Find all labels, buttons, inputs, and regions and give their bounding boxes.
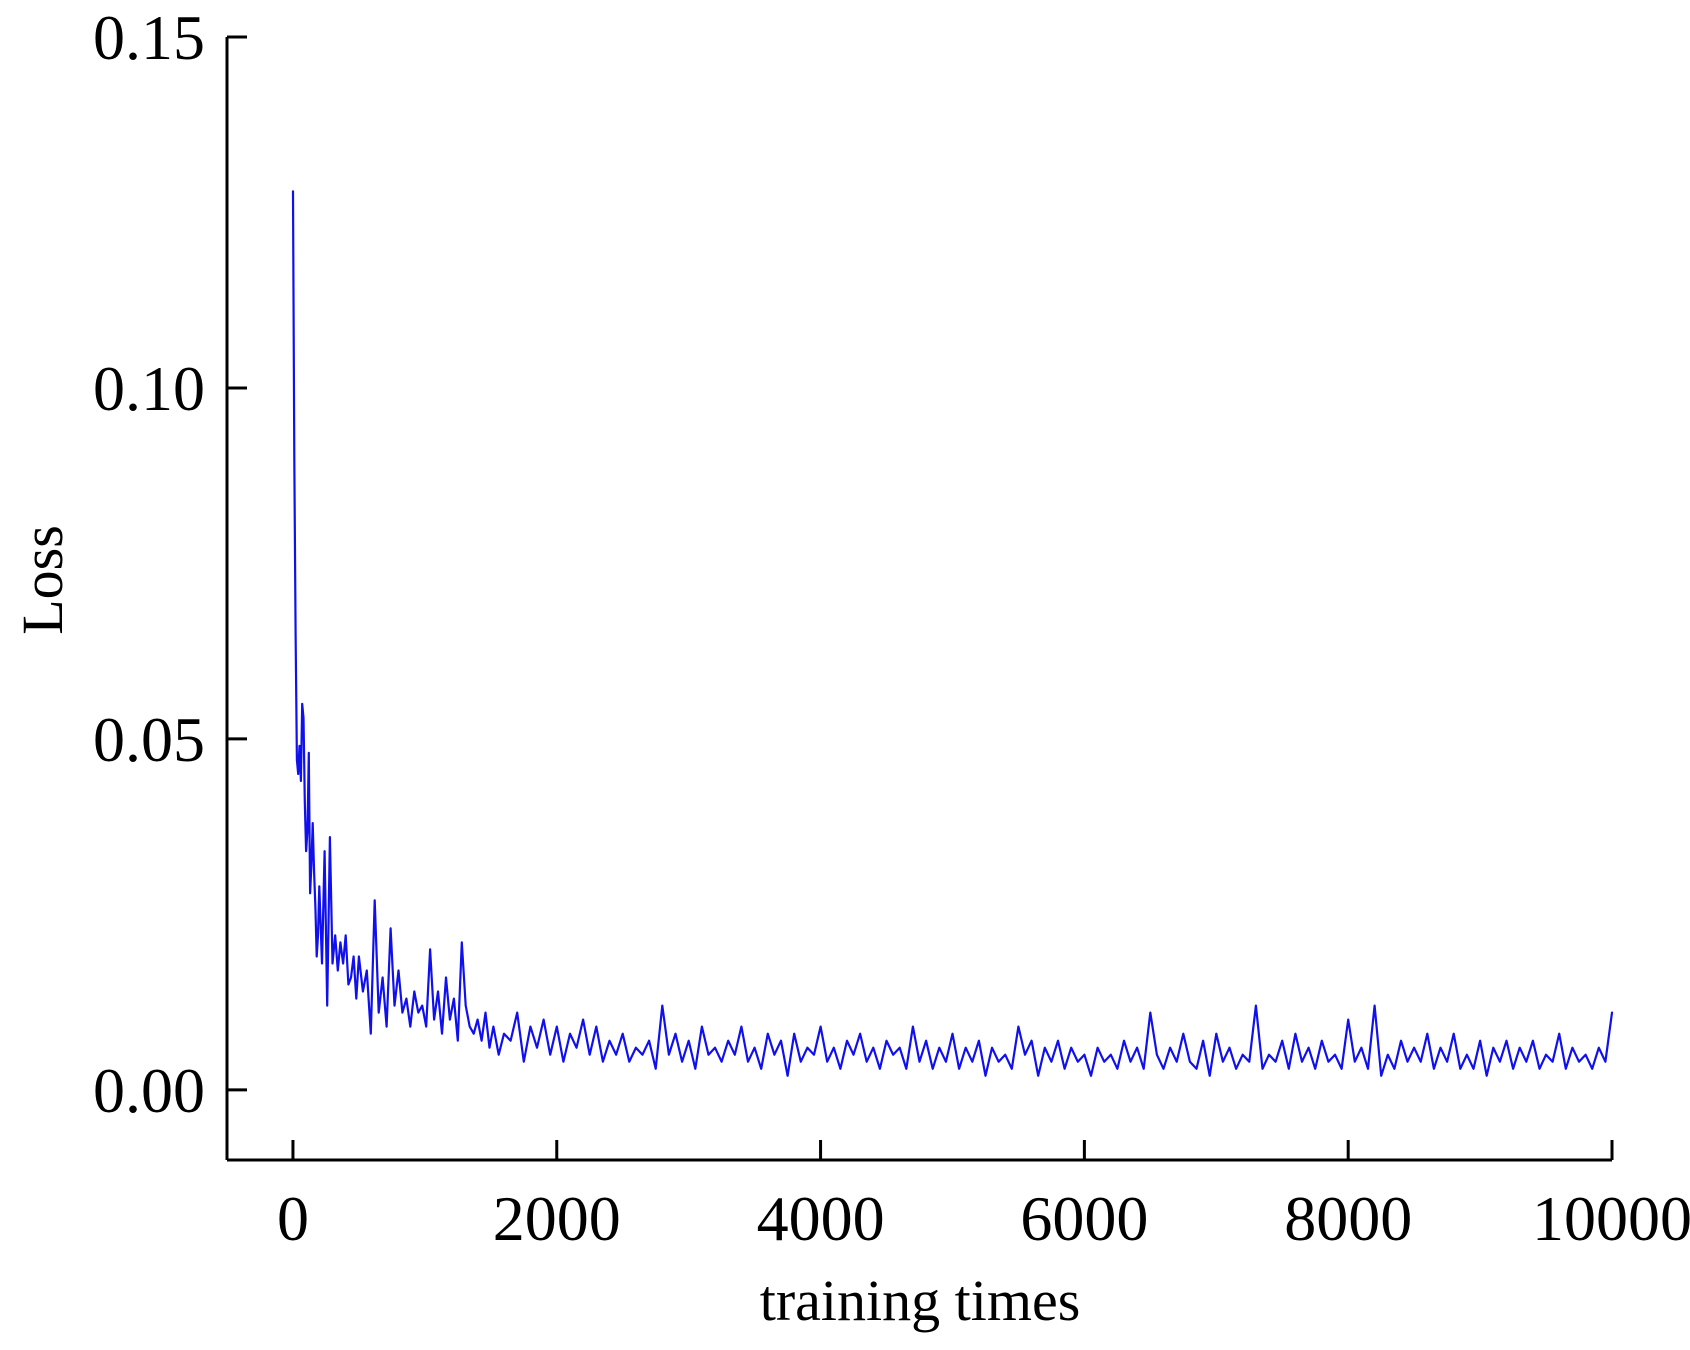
y-axis-title: Loss (10, 525, 75, 635)
x-tick-label: 0 (277, 1183, 309, 1254)
x-axis-title: training times (760, 1268, 1081, 1333)
axes (225, 37, 1612, 1162)
y-tick-label: 0.15 (93, 2, 205, 73)
y-tick-label: 0.05 (93, 704, 205, 775)
x-tick-label: 2000 (493, 1183, 621, 1254)
loss-series-line (291, 190, 1614, 1077)
y-tick-label: 0.10 (93, 353, 205, 424)
x-tick-label: 4000 (757, 1183, 885, 1254)
tick-group: 0 2000 4000 6000 8000 10000 0.00 0.05 0.10 0.15 (93, 2, 1690, 1254)
x-tick-label: 6000 (1020, 1183, 1148, 1254)
x-tick-label: 8000 (1284, 1183, 1412, 1254)
y-tick-label: 0.00 (93, 1055, 205, 1126)
series-group (291, 190, 1614, 1077)
x-tick-label: 10000 (1532, 1183, 1690, 1254)
